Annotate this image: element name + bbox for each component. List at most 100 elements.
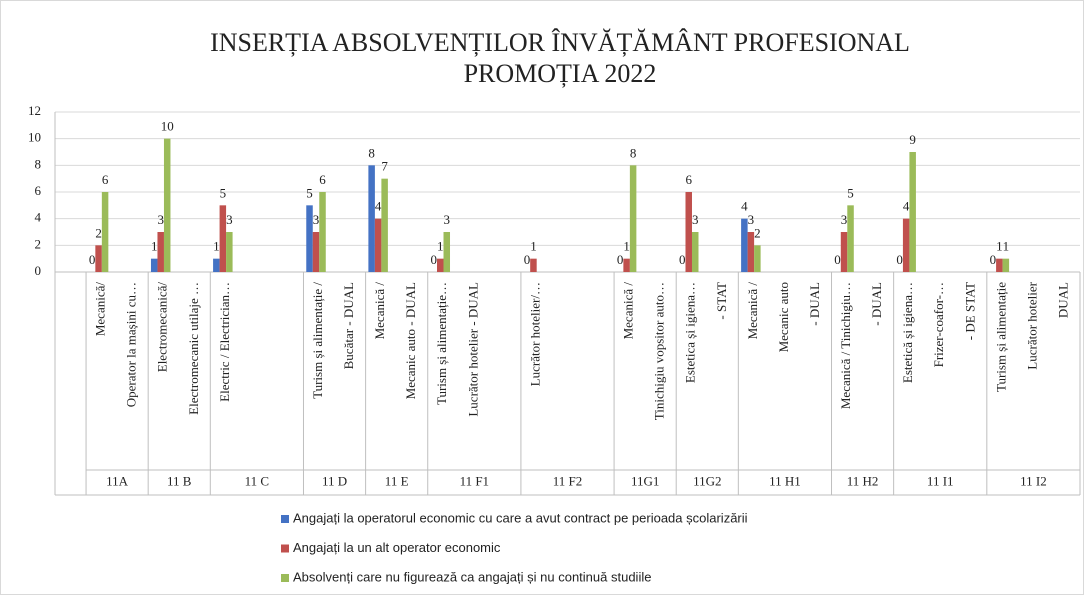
data-label: 4 [903, 199, 910, 214]
bar [847, 205, 854, 272]
data-label: 5 [220, 185, 227, 200]
group-label: 11 E [385, 473, 409, 488]
legend-swatch [281, 515, 289, 523]
x-tick-label: Mecanic auto - DUAL [403, 282, 418, 399]
x-tick-label: - STAT [714, 282, 729, 320]
data-label: 3 [841, 212, 848, 227]
group-label: 11G1 [631, 473, 659, 488]
data-label: 0 [679, 252, 686, 267]
data-label: 0 [617, 252, 624, 267]
bar [623, 258, 630, 272]
data-label: 2 [95, 225, 102, 240]
x-tick-label: Bucătar - DUAL [341, 282, 356, 369]
bar [629, 165, 637, 272]
y-tick-label: 8 [35, 156, 42, 171]
x-tick-label: - DUAL [807, 282, 822, 326]
data-label: 4 [741, 199, 748, 214]
data-label: 0 [990, 252, 997, 267]
data-label: 7 [381, 159, 388, 174]
x-tick-label: Turism și alimentație… [434, 282, 449, 405]
bar [213, 258, 220, 272]
chart-title: PROMOȚIA 2022 [464, 59, 657, 88]
data-label: 10 [161, 119, 174, 134]
x-tick-label: Frizer-coafor-… [931, 282, 946, 367]
x-tick-label: - DUAL [869, 282, 884, 326]
x-tick-label: Tinichigiu vopsitor auto… [652, 282, 667, 420]
data-label: 3 [692, 212, 699, 227]
x-tick-label: Estetică și igiena… [900, 282, 915, 383]
x-tick-label: Lucrător hotelier/… [527, 282, 542, 386]
x-tick-label: Electric / Electrician… [217, 282, 232, 402]
bar [306, 205, 313, 272]
data-label: 0 [89, 252, 96, 267]
x-tick-label: - DE STAT [962, 282, 977, 340]
y-tick-label: 0 [35, 263, 42, 278]
x-tick-label: Mecanică / Tinichigiu… [838, 282, 853, 409]
data-label: 1 [151, 239, 158, 254]
group-label: 11 I2 [1020, 473, 1047, 488]
data-label: 8 [368, 145, 375, 160]
bar [1002, 258, 1010, 272]
x-tick-label: Mecanică/ [93, 282, 108, 337]
data-label: 6 [319, 172, 326, 187]
data-label: 8 [630, 145, 637, 160]
bar [691, 232, 699, 272]
bar [319, 192, 326, 272]
x-tick-label: Turism și alimentație / [310, 282, 325, 399]
group-label: 11 I1 [927, 473, 954, 488]
data-label: 1 [996, 239, 1003, 254]
group-label: 11 F2 [553, 473, 583, 488]
data-label: 3 [748, 212, 755, 227]
y-tick-label: 12 [28, 103, 41, 118]
y-tick-label: 4 [35, 210, 42, 225]
bar [368, 165, 375, 272]
x-tick-label: Mecanică / [745, 282, 760, 340]
data-label: 3 [226, 212, 233, 227]
group-label: 11G2 [693, 473, 721, 488]
y-tick-label: 6 [35, 183, 42, 198]
legend-label: Angajați la un alt operator economic [293, 540, 501, 555]
bar [437, 258, 444, 272]
data-label: 9 [909, 132, 916, 147]
data-label: 1 [437, 239, 444, 254]
data-label: 0 [896, 252, 903, 267]
bar [747, 232, 755, 272]
bar [157, 232, 164, 272]
data-label: 6 [685, 172, 692, 187]
data-label: 2 [754, 225, 761, 240]
group-label: 11 C [245, 473, 269, 488]
x-tick-label: Operator la mașini cu… [124, 282, 139, 407]
x-tick-label: Electromecanic utilaje … [186, 282, 201, 415]
data-label: 5 [847, 185, 854, 200]
x-tick-label: Lucrător hotelier [1024, 281, 1039, 369]
bar [95, 245, 102, 272]
bar [374, 218, 382, 272]
x-tick-label: Mecanică / [621, 282, 636, 340]
data-label: 3 [157, 212, 164, 227]
bar [312, 232, 320, 272]
data-label: 3 [313, 212, 320, 227]
chart-title: INSERȚIA ABSOLVENȚILOR ÎNVĂȚĂMÂNT PROFES… [210, 28, 910, 57]
bar [902, 218, 910, 272]
x-tick-label: Mecanic auto [776, 282, 791, 352]
bar [909, 152, 916, 272]
x-tick-label: Turism și alimentație [993, 282, 1008, 392]
data-label: 3 [444, 212, 451, 227]
x-tick-label: Mecanică / [372, 282, 387, 340]
bar [530, 258, 537, 272]
data-label: 0 [834, 252, 841, 267]
data-label: 0 [524, 252, 531, 267]
bar [996, 258, 1003, 272]
bar [741, 218, 748, 272]
x-tick-label: Electromecanică/ [155, 282, 170, 373]
y-tick-label: 2 [35, 236, 42, 251]
bar [754, 245, 761, 272]
legend-swatch [281, 544, 289, 553]
bar [150, 258, 158, 272]
x-tick-label: DUAL [1055, 282, 1070, 318]
bar [685, 192, 692, 272]
bar [226, 232, 233, 272]
data-label: 1 [530, 239, 537, 254]
group-label: 11 H1 [769, 473, 801, 488]
